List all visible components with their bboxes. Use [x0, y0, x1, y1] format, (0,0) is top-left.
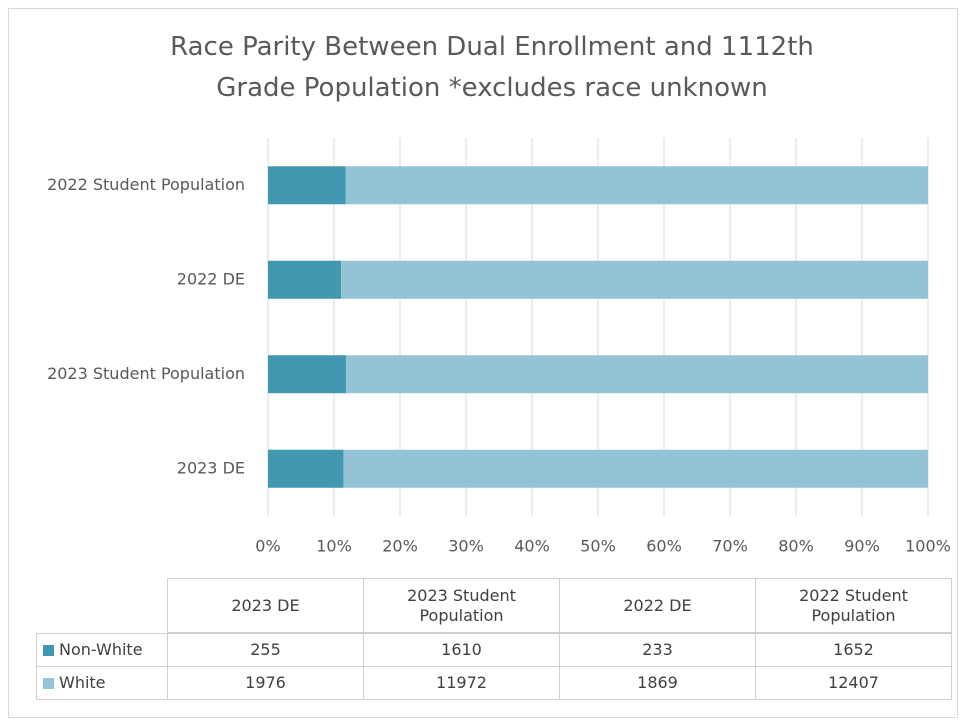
cell-text: 1610 [441, 640, 482, 659]
legend-swatch [43, 644, 54, 656]
y-tick-label: 2022 Student Population [47, 175, 245, 194]
x-tick-label: 80% [778, 537, 814, 556]
cell-text: 2023 Student Population [407, 585, 516, 625]
table-cell: 1652 [755, 633, 952, 667]
cell-text: 2022 Student Population [799, 585, 908, 625]
cell-text: Non-White [59, 640, 143, 659]
x-tick-label: 60% [646, 537, 682, 556]
bar-segment [268, 355, 347, 394]
y-tick-label: 2023 Student Population [47, 364, 245, 383]
bar-segment [343, 449, 928, 488]
table-cell: 255 [167, 633, 364, 667]
bar-segment [268, 166, 346, 205]
y-tick-label: 2022 DE [177, 269, 245, 288]
cell-text: 2023 DE [231, 595, 300, 615]
bar-segment [345, 166, 928, 205]
legend-swatch [43, 677, 54, 689]
bar-segment [268, 449, 344, 488]
table-row-header: White [36, 666, 168, 700]
x-tick-label: 50% [580, 537, 616, 556]
bar-segment [268, 260, 342, 299]
x-tick-label: 30% [448, 537, 484, 556]
table-cell: 11972 [363, 666, 560, 700]
x-tick-label: 0% [255, 537, 280, 556]
x-tick-label: 100% [905, 537, 951, 556]
table-header: 2022 Student Population [755, 578, 952, 633]
x-tick-label: 90% [844, 537, 880, 556]
table-cell: 12407 [755, 666, 952, 700]
table-header: 2023 Student Population [363, 578, 560, 633]
table-cell: 1869 [559, 666, 756, 700]
cell-text: 255 [250, 640, 281, 659]
x-tick-label: 40% [514, 537, 550, 556]
y-tick-label: 2023 DE [177, 458, 245, 477]
table-cell: 1610 [363, 633, 560, 667]
x-tick-label: 10% [316, 537, 352, 556]
cell-text: 1869 [637, 673, 678, 692]
cell-text: 1976 [245, 673, 286, 692]
cell-text: White [59, 673, 106, 692]
cell-text: 2022 DE [623, 595, 692, 615]
cell-text: 233 [642, 640, 673, 659]
table-header: 2022 DE [559, 578, 756, 633]
table-header: 2023 DE [167, 578, 364, 633]
cell-text: 11972 [436, 673, 487, 692]
cell-text: 1652 [833, 640, 874, 659]
x-tick-label: 70% [712, 537, 748, 556]
cell-text: 12407 [828, 673, 879, 692]
table-cell: 233 [559, 633, 756, 667]
table-cell: 1976 [167, 666, 364, 700]
bar-segment [346, 355, 928, 394]
chart: Race Parity Between Dual Enrollment and … [47, 32, 951, 556]
chart-frame [8, 8, 958, 718]
table-row-header: Non-White [36, 633, 168, 667]
bar-segment [341, 260, 928, 299]
x-tick-label: 20% [382, 537, 418, 556]
chart-title: Race Parity Between Dual Enrollment and … [170, 32, 814, 103]
